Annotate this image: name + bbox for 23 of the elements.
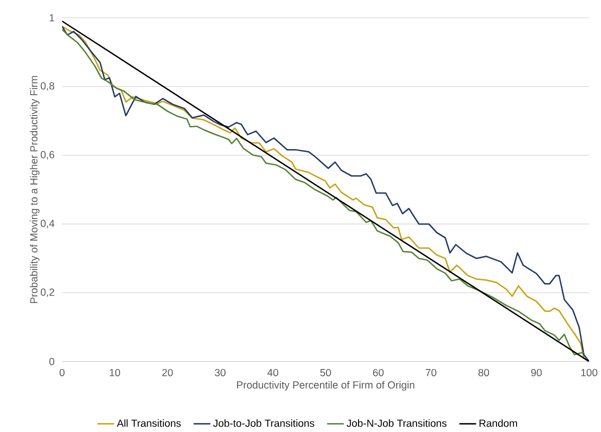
y-tick-label: 0,8 (40, 82, 54, 91)
x-tick-label: 70 (426, 368, 436, 376)
x-tick-label: 90 (531, 368, 542, 376)
x-tick-label: 100 (581, 368, 598, 376)
x-tick-label: 50 (320, 368, 331, 376)
legend-label: All Transitions (116, 419, 181, 427)
x-tick-label: 30 (214, 368, 226, 376)
y-tick-label: 0 (49, 358, 54, 366)
x-tick-label: 0 (60, 368, 65, 376)
x-axis-title: Productivity Percentile of Firm of Origin (237, 380, 414, 391)
y-tick-label: 0,2 (40, 288, 54, 297)
legend-label: Random (480, 419, 518, 427)
x-tick-label: 10 (110, 368, 120, 376)
y-tick-label: 1 (50, 14, 54, 22)
x-tick-label: 40 (267, 368, 278, 376)
x-tick-label: 20 (162, 368, 173, 376)
legend-label: Job-N-Job Transitions (346, 419, 446, 427)
y-tick-label: 0,6 (40, 150, 54, 160)
legend-label: Job-to-Job Transitions (213, 419, 314, 427)
y-axis-title: Probability of Moving to a Higher Productivity Firm (30, 76, 40, 303)
x-tick-label: 80 (478, 368, 490, 376)
x-tick-label: 60 (373, 368, 384, 376)
y-tick-label: 0,4 (40, 220, 54, 228)
